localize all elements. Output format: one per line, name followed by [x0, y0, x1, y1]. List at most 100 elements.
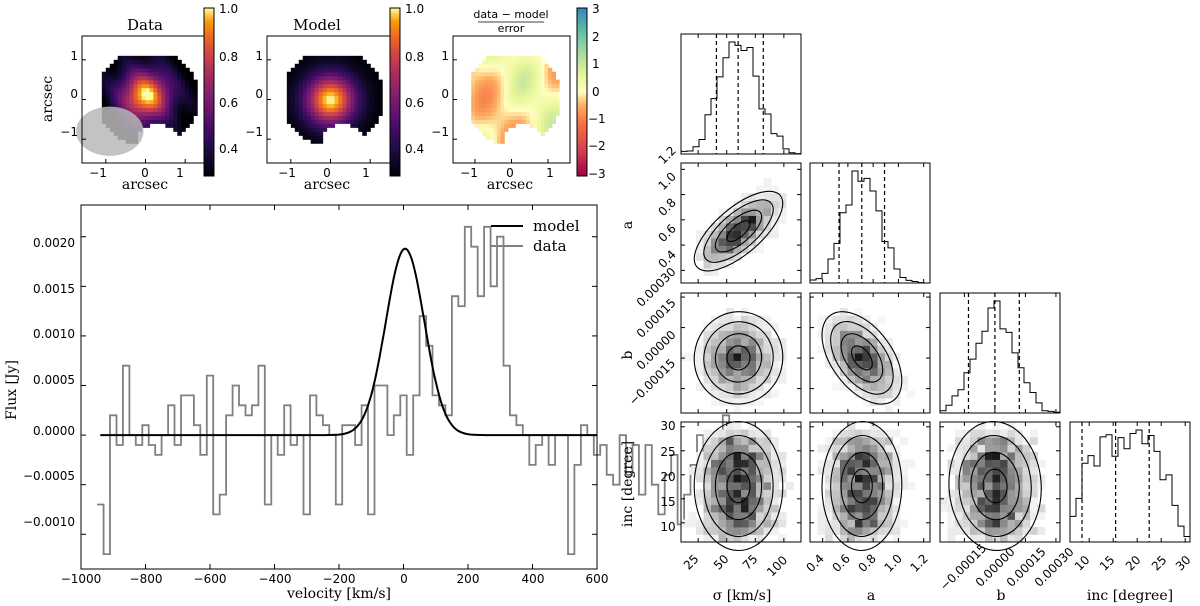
map-pixel: [354, 119, 359, 124]
map-pixel: [350, 103, 355, 109]
map-pixel: [105, 67, 111, 73]
map-pixel: [537, 115, 542, 120]
map-pixel: [540, 91, 546, 97]
density-cell: [711, 390, 719, 399]
density-cell: [756, 497, 764, 505]
density-cell: [703, 429, 712, 438]
density-cell: [711, 474, 719, 483]
map-pixel: [362, 99, 367, 105]
map-pixel: [496, 135, 502, 140]
map-pixel: [478, 67, 483, 73]
density-cell: [1000, 467, 1008, 475]
map-pixel: [478, 79, 483, 85]
map-pixel: [322, 95, 328, 101]
map-pixel: [496, 107, 502, 113]
density-cell: [862, 444, 871, 453]
map-pixel: [362, 91, 367, 97]
corner-cell-inc-inc: [1069, 421, 1191, 543]
density-cell: [748, 338, 757, 346]
density-cell: [862, 527, 871, 535]
map-model-colorbar-ticks: 1.0 0.8 0.6 0.4: [405, 2, 424, 156]
map-pixel: [471, 119, 476, 124]
density-cell: [703, 260, 712, 269]
map-pixel: [551, 87, 556, 93]
density-cell: [947, 444, 956, 453]
density-cell: [771, 185, 779, 194]
density-cell: [832, 444, 841, 453]
density-cell: [718, 368, 727, 376]
map-pixel: [533, 75, 538, 81]
density-cell: [763, 519, 772, 528]
map-residual-xlabel: arcsec: [487, 177, 533, 193]
density-cell: [870, 459, 878, 468]
map-pixel: [540, 107, 546, 113]
map-pixel: [338, 75, 344, 81]
density-cell: [855, 368, 863, 376]
density-cell: [840, 323, 848, 331]
map-pixel: [181, 83, 186, 89]
map-pixel: [504, 107, 509, 113]
map-pixel: [485, 107, 491, 113]
density-cell: [748, 330, 757, 339]
density-cell: [1015, 444, 1023, 453]
density-cell: [832, 467, 841, 475]
map-residual-title-numerator: data − model: [473, 8, 548, 21]
map-pixel: [529, 63, 535, 69]
map-model-ytick: −1: [245, 125, 263, 139]
map-pixel: [310, 63, 316, 69]
corner-ytick: 1.0: [655, 169, 678, 192]
density-cell: [955, 429, 963, 438]
map-pixel: [330, 59, 336, 65]
density-cell: [870, 360, 878, 369]
map-pixel: [338, 59, 344, 65]
map-pixel: [318, 63, 324, 69]
map-pixel: [137, 63, 143, 69]
density-cell: [696, 519, 704, 528]
density-cell: [756, 504, 764, 513]
density-cell: [726, 452, 734, 460]
density-cell: [733, 422, 742, 430]
density-cell: [825, 338, 833, 346]
map-pixel: [322, 67, 328, 73]
map-pixel: [529, 87, 535, 93]
map-pixel: [471, 95, 476, 101]
density-cell: [741, 497, 749, 505]
map-pixel: [101, 75, 107, 81]
map-pixel: [338, 111, 344, 116]
map-pixel: [181, 79, 186, 85]
map-pixel: [482, 119, 487, 124]
map-pixel: [149, 75, 155, 81]
map-pixel: [526, 99, 531, 105]
map-pixel: [133, 87, 139, 93]
density-cell: [771, 193, 779, 201]
density-cell: [733, 489, 742, 498]
density-cell: [877, 429, 886, 438]
map-pixel: [366, 111, 371, 116]
map-pixel: [342, 91, 347, 97]
map-pixel: [322, 119, 328, 124]
map-pixel: [474, 99, 480, 105]
map-pixel: [181, 75, 186, 81]
map-pixel: [346, 79, 351, 85]
density-cell: [756, 375, 764, 384]
map-data-ticks: −1 0 1 −1 0 1: [60, 49, 184, 180]
density-cell: [733, 474, 742, 483]
map-pixel: [290, 71, 296, 77]
map-pixel: [500, 67, 505, 73]
map-pixel: [482, 123, 487, 128]
map-pixel: [370, 107, 375, 113]
density-cell: [703, 323, 712, 331]
map-pixel: [544, 91, 549, 97]
density-cell: [840, 527, 848, 535]
map-pixel: [533, 71, 538, 77]
density-cell: [718, 353, 727, 361]
density-cell: [985, 474, 993, 483]
density-cell: [855, 345, 863, 354]
map-pixel: [318, 119, 324, 124]
map-pixel: [121, 87, 127, 93]
map-pixel: [350, 75, 355, 81]
map-pixel: [322, 75, 328, 81]
map-pixel: [548, 67, 553, 73]
density-cell: [1000, 504, 1008, 513]
map-pixel: [334, 119, 340, 124]
